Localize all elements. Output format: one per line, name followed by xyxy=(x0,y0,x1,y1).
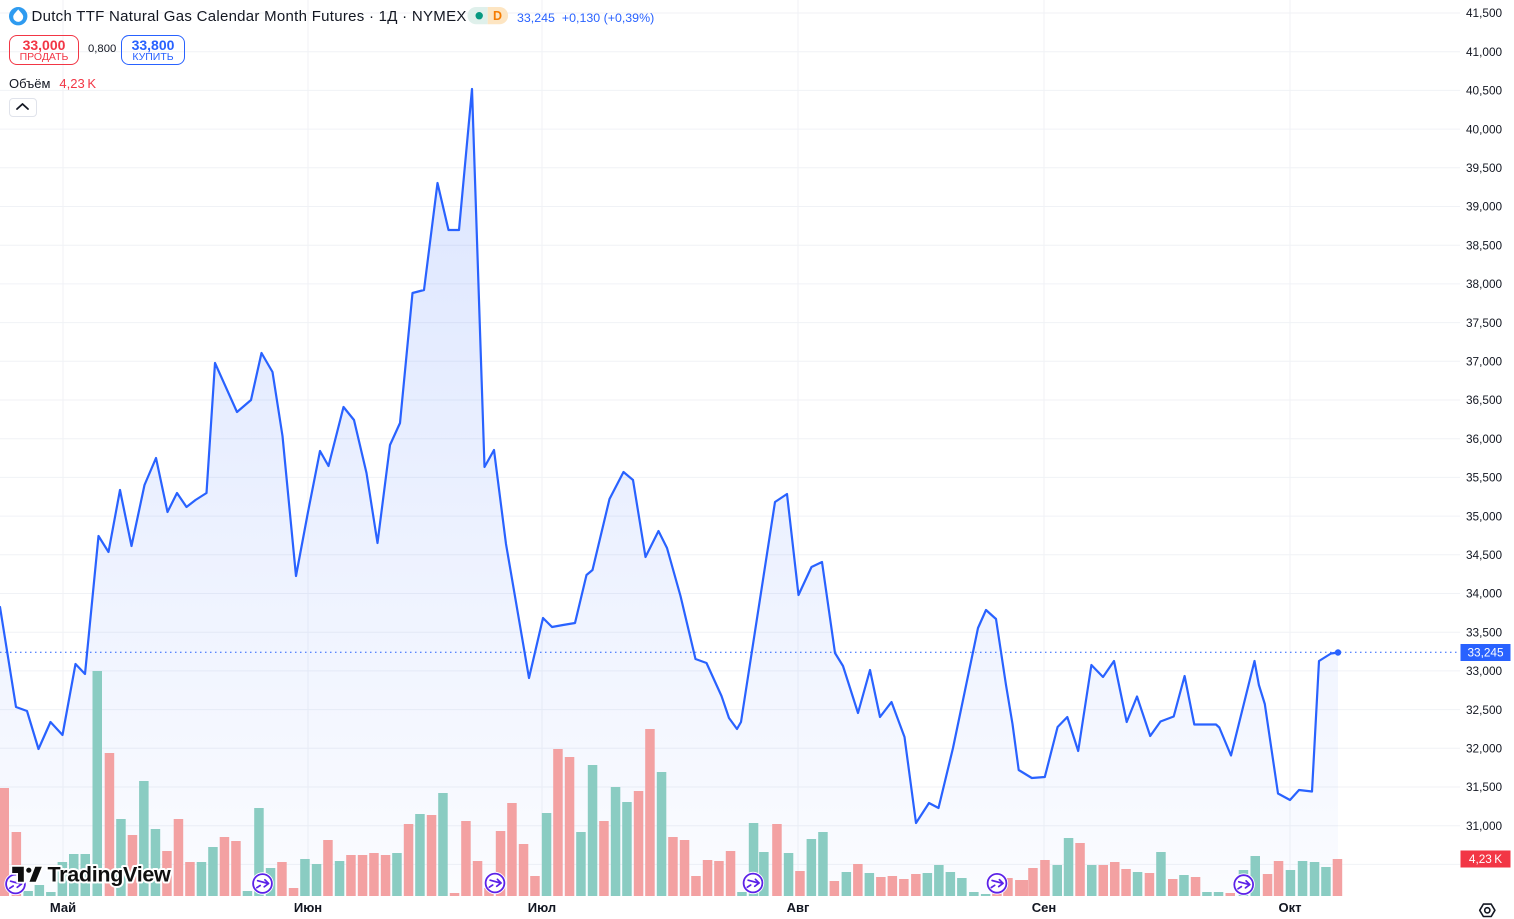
svg-text:33,500: 33,500 xyxy=(1466,625,1503,639)
svg-text:31,500: 31,500 xyxy=(1466,780,1503,794)
svg-text:41,000: 41,000 xyxy=(1466,45,1503,59)
svg-text:33,245: 33,245 xyxy=(1467,646,1504,660)
svg-text:D: D xyxy=(493,9,502,23)
svg-text:36,500: 36,500 xyxy=(1466,393,1503,407)
svg-text:38,000: 38,000 xyxy=(1466,277,1503,291)
svg-text:40,000: 40,000 xyxy=(1466,122,1503,136)
svg-text:Июн: Июн xyxy=(294,900,322,915)
svg-text:40,500: 40,500 xyxy=(1466,84,1503,98)
svg-text:32,500: 32,500 xyxy=(1466,703,1503,717)
svg-text:Сен: Сен xyxy=(1032,900,1056,915)
svg-text:35,000: 35,000 xyxy=(1466,509,1503,523)
svg-text:34,000: 34,000 xyxy=(1466,587,1503,601)
svg-text:34,500: 34,500 xyxy=(1466,548,1503,562)
svg-text:Авг: Авг xyxy=(787,900,810,915)
svg-text:Май: Май xyxy=(50,900,76,915)
svg-text:37,000: 37,000 xyxy=(1466,355,1503,369)
svg-text:36,000: 36,000 xyxy=(1466,432,1503,446)
svg-text:4,23 K: 4,23 K xyxy=(1469,852,1502,866)
svg-text:39,500: 39,500 xyxy=(1466,161,1503,175)
svg-text:33,000: 33,000 xyxy=(1466,664,1503,678)
svg-text:31,000: 31,000 xyxy=(1466,819,1503,833)
svg-text:32,000: 32,000 xyxy=(1466,742,1503,756)
svg-text:Окт: Окт xyxy=(1279,900,1302,915)
svg-text:TradingView: TradingView xyxy=(48,863,172,887)
svg-text:38,500: 38,500 xyxy=(1466,238,1503,252)
svg-text:41,500: 41,500 xyxy=(1466,6,1503,20)
svg-text:39,000: 39,000 xyxy=(1466,200,1503,214)
svg-text:37,500: 37,500 xyxy=(1466,316,1503,330)
svg-text:35,500: 35,500 xyxy=(1466,471,1503,485)
svg-text:Июл: Июл xyxy=(528,900,556,915)
